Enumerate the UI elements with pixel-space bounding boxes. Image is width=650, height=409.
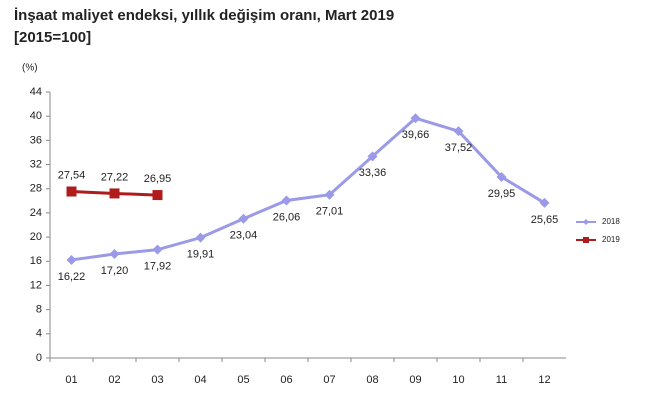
- y-tick-label: 44: [30, 86, 42, 98]
- point: [109, 188, 120, 199]
- legend-label: 2019: [602, 235, 620, 244]
- point: [539, 197, 550, 208]
- x-tick-label: 07: [323, 374, 335, 386]
- point: [195, 232, 206, 243]
- chart-subtitle: [2015=100]: [14, 29, 91, 46]
- point: [367, 151, 378, 162]
- data-label: 19,91: [187, 249, 215, 261]
- x-tick-label: 11: [496, 374, 507, 386]
- point: [410, 113, 421, 124]
- point: [152, 244, 163, 255]
- y-tick-label: 0: [36, 352, 42, 364]
- point: [281, 195, 292, 206]
- y-tick-label: 16: [30, 255, 42, 267]
- x-tick-label: 01: [65, 374, 77, 386]
- data-label: 33,36: [359, 167, 387, 179]
- point: [152, 190, 163, 201]
- data-label: 27,01: [316, 206, 344, 218]
- data-label: 23,04: [230, 230, 258, 242]
- point: [496, 171, 507, 182]
- point: [66, 254, 77, 265]
- data-label: 27,22: [101, 171, 129, 183]
- x-tick-label: 05: [237, 374, 249, 386]
- y-tick-label: 12: [30, 279, 42, 291]
- data-label: 39,66: [402, 129, 430, 141]
- point: [583, 237, 589, 243]
- x-tick-label: 03: [151, 374, 163, 386]
- x-tick-label: 06: [280, 374, 292, 386]
- point: [238, 213, 249, 224]
- data-label: 37,52: [445, 142, 473, 154]
- data-label: 29,95: [488, 188, 516, 200]
- y-tick-label: 8: [36, 304, 42, 316]
- data-label: 26,06: [273, 211, 301, 223]
- data-label: 17,20: [101, 265, 129, 277]
- data-label: 25,65: [531, 214, 559, 226]
- y-axis-label: (%): [22, 63, 38, 74]
- point: [109, 249, 120, 260]
- point: [324, 189, 335, 200]
- series-line: [71, 116, 546, 262]
- y-tick-label: 32: [30, 158, 42, 170]
- legend-label: 2018: [602, 217, 620, 226]
- x-tick-label: 10: [452, 374, 464, 386]
- x-tick-label: 04: [194, 374, 206, 386]
- point: [66, 186, 77, 197]
- x-tick-label: 02: [108, 374, 120, 386]
- y-tick-label: 24: [30, 207, 42, 219]
- point: [453, 126, 464, 137]
- y-tick-label: 36: [30, 134, 42, 146]
- data-label: 27,54: [58, 169, 86, 181]
- x-tick-label: 09: [409, 374, 421, 386]
- y-tick-label: 28: [30, 183, 42, 195]
- y-tick-label: 4: [36, 328, 42, 340]
- data-label: 26,95: [144, 173, 172, 185]
- x-tick-label: 12: [538, 374, 550, 386]
- x-tick-label: 08: [366, 374, 378, 386]
- y-tick-label: 20: [30, 231, 42, 243]
- data-label: 17,92: [144, 261, 172, 273]
- data-label: 16,22: [58, 271, 86, 283]
- point: [583, 219, 589, 226]
- chart-title: İnşaat maliyet endeksi, yıllık değişim o…: [14, 7, 394, 24]
- y-tick-label: 40: [30, 110, 42, 122]
